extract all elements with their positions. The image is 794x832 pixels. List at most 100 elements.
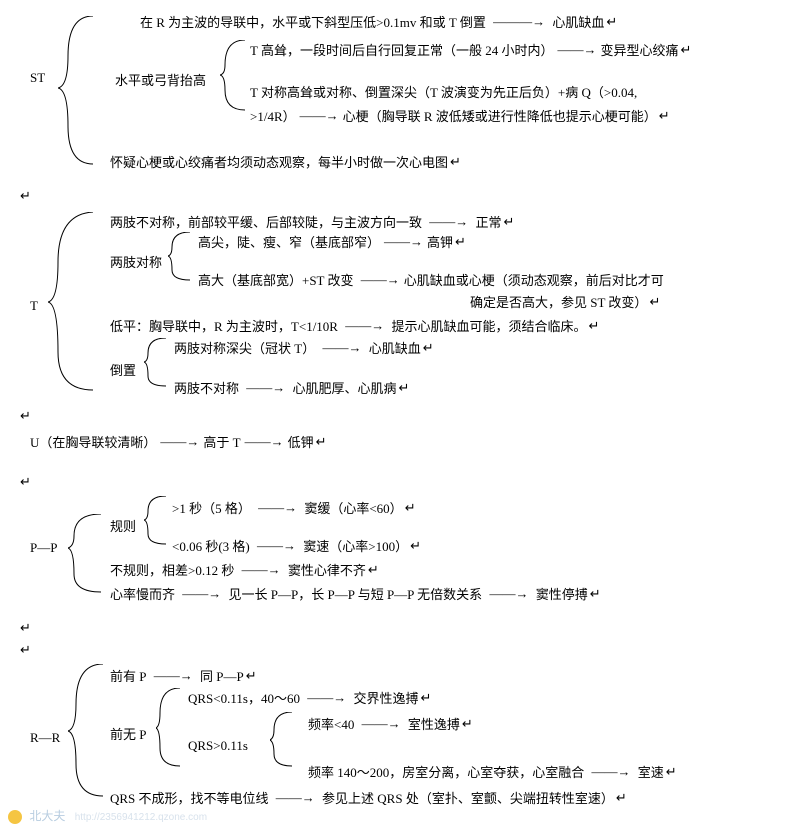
- txt: 两肢对称: [110, 252, 162, 271]
- txt: QRS<0.11s，40～60: [188, 688, 300, 707]
- txt: 变异型心绞痛: [600, 40, 678, 59]
- arrow: ——→: [384, 234, 423, 250]
- ret: ↵: [680, 42, 691, 58]
- txt: 交界性逸搏: [353, 688, 418, 707]
- ret: ↵: [504, 214, 515, 230]
- txt: 参见上述 QRS 处（室扑、室颤、尖端扭转性室速）: [322, 788, 614, 807]
- rr-brace: [68, 664, 108, 798]
- rr-line2b: QRS>0.11s: [188, 738, 248, 754]
- txt: 室速: [638, 762, 664, 781]
- txt: 心肌肥厚、心肌病: [293, 378, 397, 397]
- t-line2b2: 确定是否高大，参见 ST 改变） ↵: [470, 292, 660, 311]
- st-line2-root: 水平或弓背抬高: [115, 70, 206, 89]
- txt: 同 P—P: [200, 666, 244, 685]
- arrow: ——→: [257, 538, 296, 554]
- arrow: ——→: [362, 716, 401, 732]
- ret: ↵: [606, 14, 617, 30]
- st-line2b2: >1/4R） ——→ 心梗（胸导联 R 波低矮或进行性降低也提示心梗可能） ↵: [250, 106, 670, 125]
- txt: 高尖，陡、瘦、窄（基底部窄）: [198, 232, 380, 251]
- arrow: ——→: [345, 318, 384, 334]
- arrow: ——→: [322, 340, 361, 356]
- spacer-ret: ↵: [20, 408, 794, 424]
- pp-section: P—P 规则 >1 秒（5 格） ——→ 窦缓（心率<60） ↵ <0.06 秒…: [10, 496, 794, 602]
- txt: 心梗（胸导联 R 波低矮或进行性降低也提示心梗可能）: [343, 106, 657, 125]
- txt: 两肢对称深尖（冠状 T）: [174, 338, 315, 357]
- txt: 频率<40: [308, 714, 354, 733]
- arrow: ——→: [258, 500, 297, 516]
- txt: 高于 T: [203, 432, 240, 451]
- rr-brace2: [156, 688, 184, 768]
- st-line3: 怀疑心梗或心绞痛者均须动态观察，每半小时做一次心电图 ↵: [110, 152, 461, 171]
- watermark: 北大夫 http://2356941212.qzone.com: [8, 807, 207, 824]
- txt: 高大（基底部宽）+ST 改变: [198, 270, 354, 289]
- pp-line1a: >1 秒（5 格） ——→ 窦缓（心率<60） ↵: [172, 498, 416, 517]
- arrow: ——→: [154, 668, 193, 684]
- rr-line3: QRS 不成形，找不等电位线 ——→ 参见上述 QRS 处（室扑、室颤、尖端扭转…: [110, 788, 627, 807]
- pp-line3: 心率慢而齐 ——→ 见一长 P—P，长 P—P 与短 P—P 无倍数关系 ——→…: [110, 584, 601, 603]
- arrow: ——→: [276, 790, 315, 806]
- st-brace2: [220, 40, 248, 112]
- txt: 窦缓（心率<60）: [304, 498, 402, 517]
- ret: ↵: [590, 586, 601, 602]
- t-brace2: [168, 232, 194, 282]
- spacer-ret: ↵: [20, 188, 794, 204]
- txt: >1/4R）: [250, 106, 296, 125]
- t-line2-root: 两肢对称: [110, 252, 162, 271]
- txt: 低钾: [288, 432, 314, 451]
- ret: ↵: [649, 294, 660, 310]
- txt: 低平：胸导联中，R 为主波时，T<1/10R: [110, 316, 338, 335]
- pp-line1b: <0.06 秒(3 格) ——→ 窦速（心率>100） ↵: [172, 536, 421, 555]
- arrow: ——→: [592, 764, 631, 780]
- rr-section: R—R 前有 P ——→ 同 P—P ↵ 前无 P QRS<0.11s，40～6…: [10, 664, 794, 804]
- t-brace: [48, 212, 98, 392]
- txt: 室性逸搏: [408, 714, 460, 733]
- arrow: ——→: [245, 434, 284, 450]
- watermark-name: 北大夫: [29, 809, 65, 823]
- arrow: ——→: [160, 434, 199, 450]
- t-line2b: 高大（基底部宽）+ST 改变 ——→ 心肌缺血或心梗（须动态观察，前后对比才可: [198, 270, 664, 289]
- txt: 前有 P: [110, 666, 146, 685]
- ret: ↵: [589, 318, 600, 334]
- arrow: ——→: [300, 108, 339, 124]
- txt: 窦速（心率>100）: [303, 536, 408, 555]
- arrow: ——→: [429, 214, 468, 230]
- ret: ↵: [410, 538, 421, 554]
- txt: 频率 140～200，房室分离，心室夺获，心室融合: [308, 762, 584, 781]
- watermark-icon: [8, 810, 22, 824]
- st-line1: 在 R 为主波的导联中，水平或下斜型压低>0.1mv 和或 T 倒置 ———→ …: [140, 12, 617, 31]
- ret: ↵: [450, 154, 461, 170]
- txt: 规则: [110, 516, 136, 535]
- txt: QRS 不成形，找不等电位线: [110, 788, 269, 807]
- ret: ↵: [399, 380, 410, 396]
- ret: ↵: [420, 690, 431, 706]
- arrow: ——→: [307, 690, 346, 706]
- ret: ↵: [423, 340, 434, 356]
- ret: ↵: [616, 790, 627, 806]
- txt: 正常: [476, 212, 502, 231]
- t-root: T: [30, 298, 38, 314]
- txt: 见一长 P—P，长 P—P 与短 P—P 无倍数关系: [229, 584, 483, 603]
- st-line2b1: T 对称高耸或对称、倒置深尖（T 波演变为先正后负）+病 Q（>0.04,: [250, 82, 637, 101]
- st-section: ST 在 R 为主波的导联中，水平或下斜型压低>0.1mv 和或 T 倒置 ——…: [10, 10, 794, 170]
- txt: 心率慢而齐: [110, 584, 175, 603]
- txt: 心肌缺血: [552, 12, 604, 31]
- txt: 不规则，相差>0.12 秒: [110, 560, 234, 579]
- pp-brace2: [144, 496, 170, 546]
- rr-line1: 前有 P ——→ 同 P—P ↵: [110, 666, 257, 685]
- txt: T 对称高耸或对称、倒置深尖（T 波演变为先正后负）+病 Q（>0.04,: [250, 82, 637, 101]
- txt: QRS>0.11s: [188, 738, 248, 754]
- txt: >1 秒（5 格）: [172, 498, 251, 517]
- t-line2a: 高尖，陡、瘦、窄（基底部窄） ——→ 高钾 ↵: [198, 232, 466, 251]
- u-section: U（在胸导联较清晰） ——→ 高于 T ——→ 低钾 ↵: [10, 430, 794, 456]
- ret: ↵: [246, 668, 257, 684]
- st-brace: [58, 16, 98, 166]
- arrow: ——→: [361, 272, 400, 288]
- pp-line1-root: 规则: [110, 516, 136, 535]
- txt: 两肢不对称，前部较平缓、后部较陡，与主波方向一致: [110, 212, 422, 231]
- ret: ↵: [316, 434, 327, 450]
- arrow: ——→: [242, 562, 281, 578]
- t-line1: 两肢不对称，前部较平缓、后部较陡，与主波方向一致 ——→ 正常 ↵: [110, 212, 514, 231]
- txt: 倒置: [110, 360, 136, 379]
- arrow: ——→: [489, 586, 528, 602]
- txt: U（在胸导联较清晰）: [30, 432, 156, 451]
